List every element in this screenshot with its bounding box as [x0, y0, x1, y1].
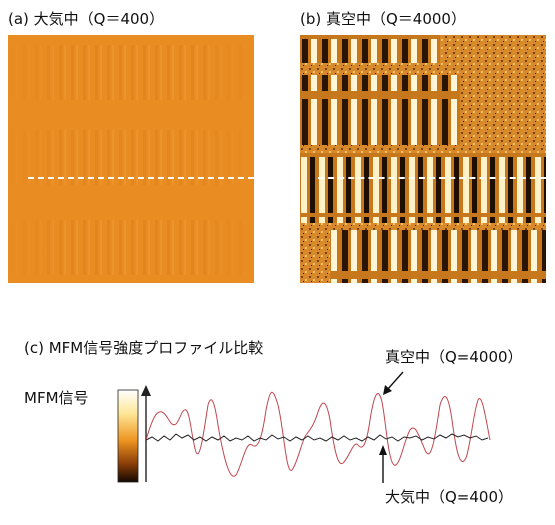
vacuum-label-arrowhead: [383, 385, 392, 395]
y-axis-arrowhead: [141, 385, 151, 396]
profile-line-vacuum: [318, 177, 546, 179]
panel-b-caption: (b) 真空中（Q＝4000）: [300, 10, 466, 28]
air-label-arrowhead: [379, 445, 387, 455]
panel-a-caption: (a) 大気中（Q＝400）: [8, 10, 165, 28]
vacuum-profile-curve: [145, 392, 491, 477]
profile-line-air: [28, 177, 254, 179]
color-scale-bar: [117, 389, 139, 483]
y-axis-label: MFM信号: [24, 389, 89, 407]
panel-c-caption: (c) MFM信号強度プロファイル比較: [24, 339, 264, 357]
mfm-image-vacuum-svg: [300, 35, 546, 283]
mfm-image-vacuum: [300, 35, 546, 283]
vacuum-curve-label: 真空中（Q=4000）: [385, 348, 523, 366]
vacuum-label-arrow: [386, 371, 404, 391]
air-curve-label: 大気中（Q=400）: [385, 488, 514, 506]
air-profile-curve: [145, 433, 489, 442]
mfm-image-air: [8, 35, 254, 283]
mfm-image-air-svg: [8, 35, 254, 283]
